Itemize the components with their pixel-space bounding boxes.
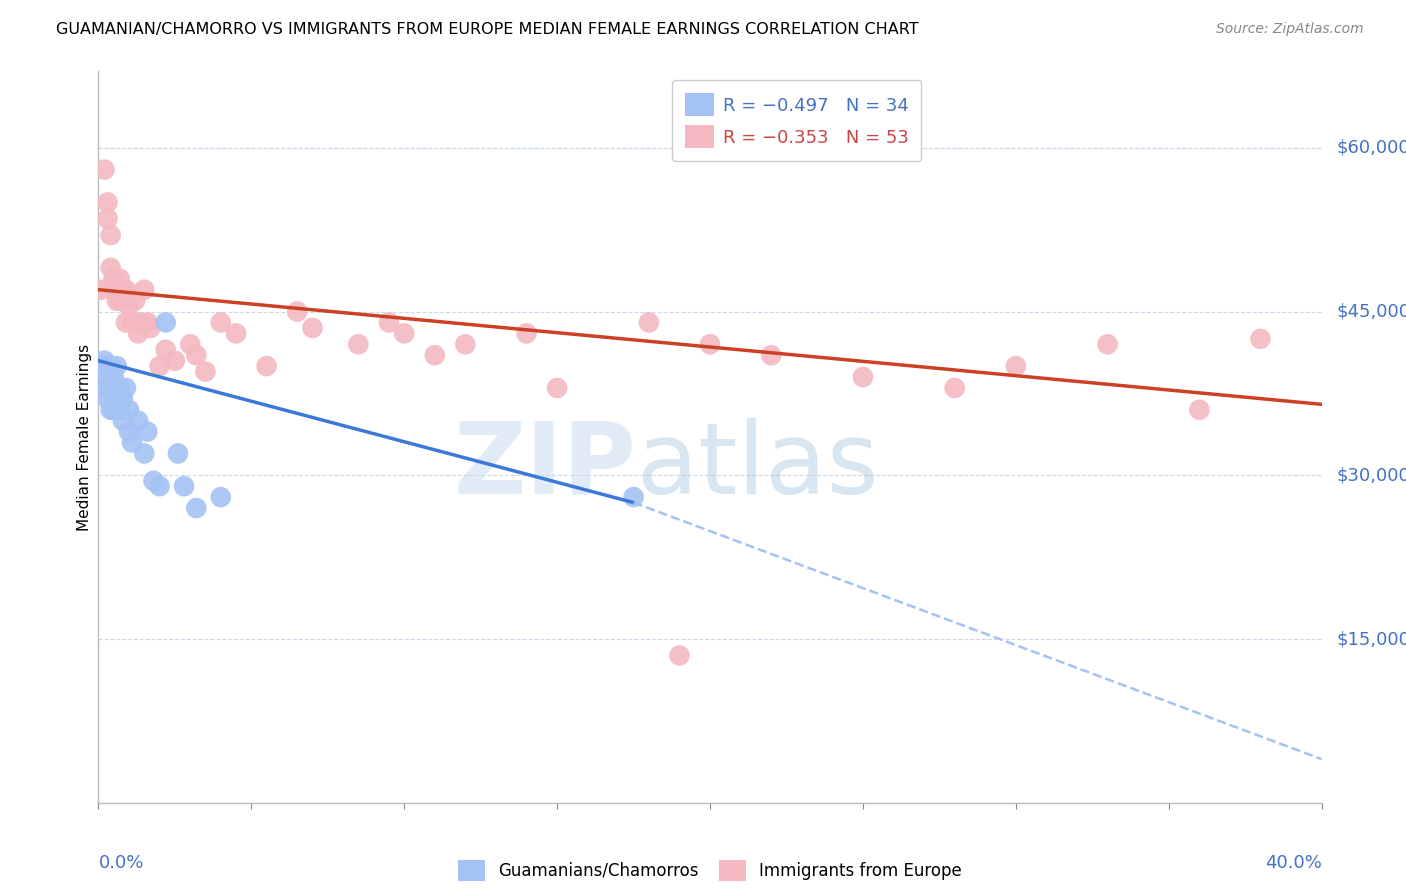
Point bbox=[105, 293, 128, 308]
Point bbox=[179, 337, 201, 351]
Point bbox=[108, 272, 131, 286]
Point bbox=[103, 386, 125, 401]
Point bbox=[90, 283, 112, 297]
Text: $60,000: $60,000 bbox=[1337, 139, 1406, 157]
Point bbox=[111, 392, 134, 406]
Point bbox=[699, 337, 721, 351]
Point bbox=[118, 425, 141, 439]
Point bbox=[194, 365, 217, 379]
Point bbox=[149, 479, 172, 493]
Point bbox=[103, 272, 125, 286]
Point bbox=[118, 299, 141, 313]
Point bbox=[121, 435, 143, 450]
Point bbox=[108, 402, 131, 417]
Point bbox=[103, 283, 125, 297]
Point bbox=[423, 348, 446, 362]
Point bbox=[186, 501, 208, 516]
Point bbox=[134, 283, 156, 297]
Point bbox=[378, 315, 401, 329]
Point bbox=[209, 315, 232, 329]
Y-axis label: Median Female Earnings: Median Female Earnings bbox=[77, 343, 91, 531]
Point bbox=[93, 162, 115, 177]
Point bbox=[392, 326, 416, 341]
Point bbox=[97, 195, 120, 210]
Point bbox=[167, 446, 190, 460]
Point bbox=[93, 353, 115, 368]
Point bbox=[97, 381, 120, 395]
Point bbox=[256, 359, 278, 373]
Point bbox=[100, 381, 122, 395]
Point bbox=[1188, 402, 1211, 417]
Point bbox=[105, 381, 128, 395]
Point bbox=[100, 260, 122, 275]
Point bbox=[127, 315, 149, 329]
Point bbox=[186, 348, 208, 362]
Legend: Guamanians/Chamorros, Immigrants from Europe: Guamanians/Chamorros, Immigrants from Eu… bbox=[450, 852, 970, 889]
Point bbox=[163, 353, 186, 368]
Point bbox=[454, 337, 477, 351]
Text: 0.0%: 0.0% bbox=[98, 854, 143, 872]
Text: atlas: atlas bbox=[637, 417, 879, 515]
Point bbox=[127, 414, 149, 428]
Point bbox=[115, 381, 138, 395]
Point bbox=[155, 315, 177, 329]
Point bbox=[105, 283, 128, 297]
Point bbox=[546, 381, 568, 395]
Point bbox=[134, 446, 156, 460]
Point bbox=[347, 337, 370, 351]
Point bbox=[759, 348, 782, 362]
Point bbox=[115, 315, 138, 329]
Point bbox=[111, 283, 134, 297]
Point bbox=[852, 370, 875, 384]
Point bbox=[97, 359, 120, 373]
Point bbox=[97, 211, 120, 226]
Point bbox=[100, 359, 122, 373]
Point bbox=[118, 402, 141, 417]
Point bbox=[108, 293, 131, 308]
Text: $30,000: $30,000 bbox=[1337, 467, 1406, 484]
Point bbox=[149, 359, 172, 373]
Point bbox=[136, 315, 159, 329]
Text: $15,000: $15,000 bbox=[1337, 630, 1406, 648]
Point bbox=[173, 479, 195, 493]
Point bbox=[103, 370, 125, 384]
Text: 40.0%: 40.0% bbox=[1265, 854, 1322, 872]
Point bbox=[209, 490, 232, 504]
Point bbox=[108, 392, 131, 406]
Point bbox=[301, 321, 323, 335]
Text: $45,000: $45,000 bbox=[1337, 302, 1406, 320]
Point bbox=[623, 490, 645, 504]
Point bbox=[127, 326, 149, 341]
Point bbox=[105, 359, 128, 373]
Point bbox=[637, 315, 661, 329]
Text: GUAMANIAN/CHAMORRO VS IMMIGRANTS FROM EUROPE MEDIAN FEMALE EARNINGS CORRELATION : GUAMANIAN/CHAMORRO VS IMMIGRANTS FROM EU… bbox=[56, 22, 920, 37]
Point bbox=[1097, 337, 1119, 351]
Point bbox=[103, 402, 125, 417]
Text: ZIP: ZIP bbox=[454, 417, 637, 515]
Point bbox=[100, 402, 122, 417]
Point bbox=[108, 381, 131, 395]
Point bbox=[103, 272, 125, 286]
Point bbox=[93, 370, 115, 384]
Point bbox=[111, 288, 134, 302]
Point bbox=[1004, 359, 1026, 373]
Point bbox=[139, 321, 162, 335]
Point bbox=[121, 315, 143, 329]
Point bbox=[111, 414, 134, 428]
Point bbox=[97, 392, 120, 406]
Point bbox=[668, 648, 690, 663]
Text: Source: ZipAtlas.com: Source: ZipAtlas.com bbox=[1216, 22, 1364, 37]
Point bbox=[155, 343, 177, 357]
Point bbox=[943, 381, 966, 395]
Point bbox=[225, 326, 247, 341]
Point bbox=[1249, 332, 1271, 346]
Point bbox=[100, 228, 122, 243]
Point bbox=[142, 474, 165, 488]
Point bbox=[136, 425, 159, 439]
Point bbox=[285, 304, 308, 318]
Point bbox=[124, 293, 146, 308]
Point bbox=[115, 283, 138, 297]
Point bbox=[516, 326, 538, 341]
Point bbox=[90, 359, 112, 373]
